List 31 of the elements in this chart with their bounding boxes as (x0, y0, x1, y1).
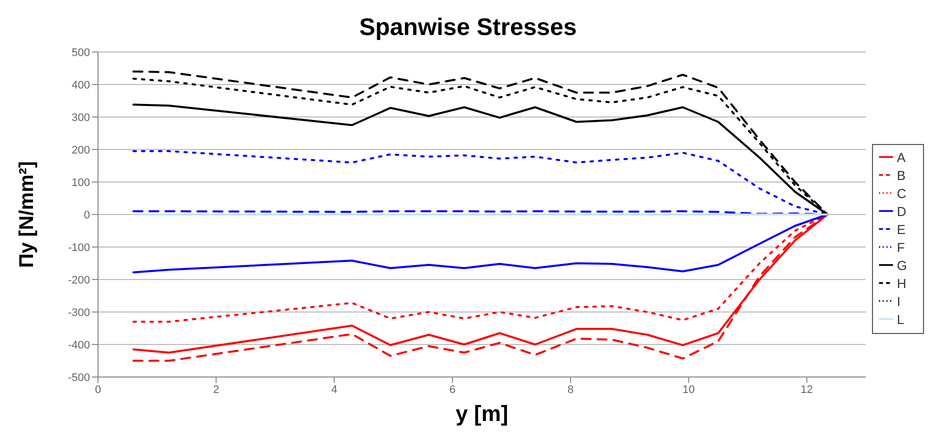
legend-label: L (896, 312, 904, 326)
y-tick-label: 200 (72, 144, 90, 156)
x-tick-label: 0 (94, 384, 102, 396)
legend-label: G (896, 258, 907, 272)
x-axis-title: y [m] (456, 401, 508, 426)
legend-label: F (896, 240, 905, 254)
y-tick-label: 300 (72, 112, 90, 124)
x-tick-label: 10 (682, 384, 695, 396)
y-tick-label: -500 (68, 372, 90, 384)
legend-label: H (896, 276, 906, 290)
y-tick-label: -300 (68, 306, 90, 319)
x-tick-label: 6 (449, 384, 456, 396)
y-tick-label: 0 (84, 209, 90, 222)
legend-label: I (896, 294, 900, 308)
legend-label: B (896, 168, 906, 182)
y-tick-label: 400 (72, 79, 90, 92)
x-tick-label: 2 (213, 384, 220, 396)
y-tick-label: -400 (68, 339, 90, 352)
legend-label: D (896, 204, 906, 218)
y-tick-label: 100 (72, 176, 90, 189)
legend-label: E (896, 222, 906, 236)
x-tick-label: 12 (800, 384, 813, 396)
y-tick-label: -200 (68, 274, 90, 286)
legend-label: C (896, 186, 906, 200)
y-tick-label: 500 (72, 46, 90, 59)
legend-label: A (896, 150, 906, 164)
y-axis-title: Πy [N/mm²] (16, 161, 38, 268)
chart-title: Spanwise Stresses (358, 13, 578, 43)
y-tick-label: -100 (68, 242, 90, 254)
x-tick-label: 8 (567, 384, 574, 396)
x-tick-label: 4 (331, 384, 338, 396)
